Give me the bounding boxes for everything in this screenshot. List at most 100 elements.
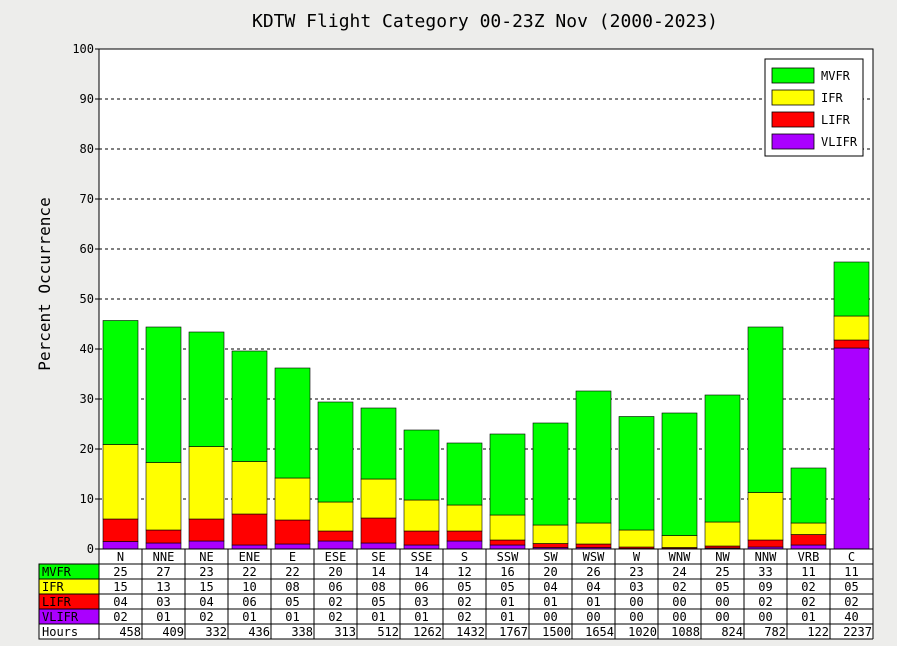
- legend-swatch-ifr: [771, 89, 815, 106]
- table-cell-mvfr-C: 11: [844, 565, 858, 579]
- table-cell-hours-SSE: 1262: [413, 625, 442, 639]
- bar-WSW-lifr: [575, 543, 612, 548]
- table-cell-ifr-NNE: 13: [156, 580, 170, 594]
- bar-N-lifr: [102, 518, 139, 542]
- table-cell-hours-WSW: 1654: [585, 625, 614, 639]
- bar-NNE-ifr: [145, 462, 182, 531]
- table-cell-hours-ENE: 436: [248, 625, 270, 639]
- bar-NE-lifr: [188, 518, 225, 542]
- table-cell-hours-W: 1020: [628, 625, 657, 639]
- bar-VRB-lifr: [790, 534, 827, 546]
- table-cell-lifr-NNE: 03: [156, 595, 170, 609]
- table-cell-ifr-ENE: 10: [242, 580, 256, 594]
- y-axis-ticks: 0 10 20 30 40 50 60 70 80 90 100: [72, 42, 99, 556]
- bar-ENE-vlifr: [231, 544, 268, 550]
- table-cell-lifr-WSW: 01: [586, 595, 600, 609]
- bar-ESE-lifr: [317, 530, 354, 542]
- table-cell-mvfr-NNW: 33: [758, 565, 772, 579]
- x-tick-label-WSW: WSW: [583, 550, 605, 564]
- table-cell-lifr-S: 02: [457, 595, 471, 609]
- table-cell-ifr-NNW: 09: [758, 580, 772, 594]
- bar-C-ifr: [833, 315, 870, 341]
- legend-label-mvfr: MVFR: [821, 69, 851, 83]
- table-cell-hours-ESE: 313: [334, 625, 356, 639]
- bar-NNW-mvfr: [747, 326, 784, 493]
- bar-VRB-vlifr: [790, 544, 827, 550]
- bar-SSW-ifr: [489, 514, 526, 541]
- x-tick-label-SW: SW: [543, 550, 558, 564]
- table-row-label-hours: Hours: [42, 625, 78, 639]
- table-cell-lifr-E: 05: [285, 595, 299, 609]
- bar-NNE-vlifr: [145, 542, 182, 550]
- legend-swatch-lifr: [771, 111, 815, 128]
- table-cell-vlifr-W: 00: [629, 610, 643, 624]
- legend-label-ifr: IFR: [821, 91, 843, 105]
- table-cell-vlifr-SSW: 01: [500, 610, 514, 624]
- table-cell-vlifr-S: 02: [457, 610, 471, 624]
- table-cell-vlifr-ENE: 01: [242, 610, 256, 624]
- table-row-label-mvfr: MVFR: [42, 565, 72, 579]
- x-tick-label-NE: NE: [199, 550, 213, 564]
- table-cell-lifr-SW: 01: [543, 595, 557, 609]
- bar-NNW-ifr: [747, 492, 784, 541]
- legend-swatch-vlifr: [771, 133, 815, 150]
- table-cell-hours-SSW: 1767: [499, 625, 528, 639]
- x-tick-label-S: S: [461, 550, 468, 564]
- table-cell-lifr-N: 04: [113, 595, 127, 609]
- bar-ESE-mvfr: [317, 401, 354, 503]
- bar-N-ifr: [102, 444, 139, 520]
- table-cell-hours-E: 338: [291, 625, 313, 639]
- table-cell-lifr-ENE: 06: [242, 595, 256, 609]
- table-row-label-vlifr: VLIFR: [42, 610, 79, 624]
- bar-SSW-lifr: [489, 539, 526, 546]
- table-cell-hours-NE: 332: [205, 625, 227, 639]
- table-cell-lifr-VRB: 02: [801, 595, 815, 609]
- table-cell-hours-VRB: 122: [807, 625, 829, 639]
- table-cell-vlifr-WNW: 00: [672, 610, 686, 624]
- table-cell-ifr-ESE: 06: [328, 580, 342, 594]
- table-cell-vlifr-NE: 02: [199, 610, 213, 624]
- table-cell-vlifr-WSW: 00: [586, 610, 600, 624]
- bar-W-mvfr: [618, 416, 655, 531]
- table-cell-mvfr-WNW: 24: [672, 565, 686, 579]
- table-cell-ifr-S: 05: [457, 580, 471, 594]
- legend-label-vlifr: VLIFR: [821, 135, 858, 149]
- y-tick-label-10: 10: [80, 492, 94, 506]
- table-cell-hours-SW: 1500: [542, 625, 571, 639]
- bar-NE-vlifr: [188, 540, 225, 550]
- bar-NE-ifr: [188, 446, 225, 520]
- y-tick-label-90: 90: [80, 92, 94, 106]
- table-cell-mvfr-SSE: 14: [414, 565, 428, 579]
- table-cell-vlifr-C: 40: [844, 610, 858, 624]
- table-cell-mvfr-VRB: 11: [801, 565, 815, 579]
- x-tick-label-ENE: ENE: [239, 550, 261, 564]
- bar-SW-mvfr: [532, 422, 569, 526]
- bar-ESE-vlifr: [317, 540, 354, 550]
- bar-S-lifr: [446, 530, 483, 542]
- table-cell-ifr-C: 05: [844, 580, 858, 594]
- bar-ENE-lifr: [231, 513, 268, 546]
- bar-NE-mvfr: [188, 331, 225, 447]
- x-tick-label-VRB: VRB: [798, 550, 820, 564]
- table-cell-hours-NNW: 782: [764, 625, 786, 639]
- table-cell-lifr-WNW: 00: [672, 595, 686, 609]
- table-cell-vlifr-NNE: 01: [156, 610, 170, 624]
- bar-W-ifr: [618, 529, 655, 548]
- table-cell-vlifr-NNW: 00: [758, 610, 772, 624]
- x-tick-label-WNW: WNW: [669, 550, 691, 564]
- bar-SE-vlifr: [360, 542, 397, 550]
- bar-S-vlifr: [446, 540, 483, 550]
- bar-SSW-vlifr: [489, 544, 526, 550]
- table-cell-lifr-NE: 04: [199, 595, 213, 609]
- bar-N-vlifr: [102, 541, 139, 550]
- x-tick-label-SSW: SSW: [497, 550, 519, 564]
- bar-WNW-mvfr: [661, 412, 698, 536]
- bar-SSW-mvfr: [489, 433, 526, 516]
- table-cell-mvfr-ESE: 20: [328, 565, 342, 579]
- bar-SE-ifr: [360, 478, 397, 519]
- table-cell-lifr-W: 00: [629, 595, 643, 609]
- bar-NW-ifr: [704, 521, 741, 547]
- bar-ENE-ifr: [231, 461, 268, 515]
- table-cell-mvfr-NE: 23: [199, 565, 213, 579]
